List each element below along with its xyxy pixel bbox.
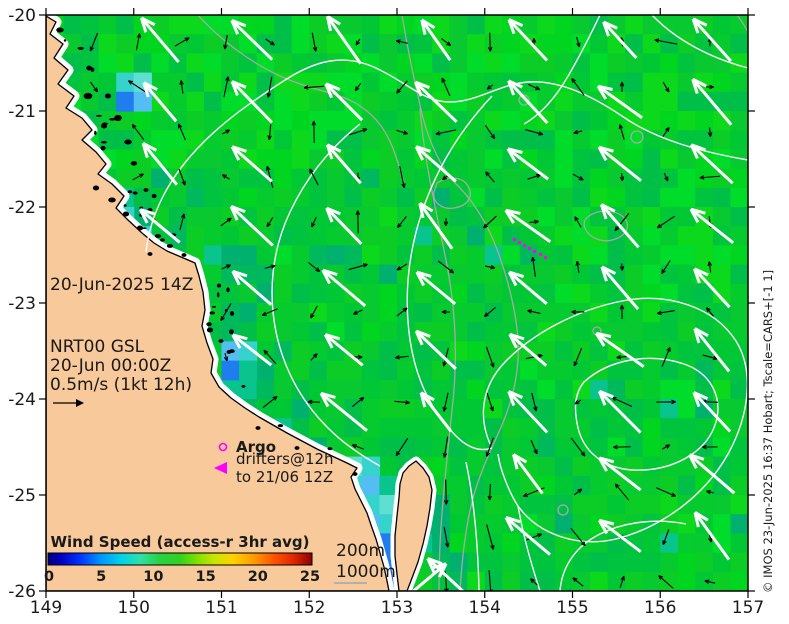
- vector-scale-arrow-icon: [53, 399, 84, 407]
- colorbar-tick-labels: 0 5 10 15 20 25: [44, 569, 320, 585]
- valid-time-label: 20-Jun-2025 14Z: [50, 275, 193, 295]
- colorbar-bar: [47, 552, 313, 566]
- annotation-block: 20-Jun-2025 14Z NRT00 GSL 20-Jun 00:00Z …: [50, 275, 396, 584]
- model-time-label: 20-Jun 00:00Z: [50, 356, 171, 376]
- colorbar-tick-label: 20: [248, 569, 268, 585]
- x-tick-label: 155: [556, 598, 588, 618]
- argo-float-icon: [218, 442, 228, 452]
- x-tick-label: 154: [469, 598, 501, 618]
- x-tick-label: 153: [381, 598, 413, 618]
- drifter-icon: [214, 462, 227, 474]
- map-plot-area: [46, 15, 748, 591]
- x-tick-label: 151: [205, 598, 237, 618]
- current-vectors: [89, 32, 721, 591]
- land-mass: [46, 15, 433, 591]
- coastal-islands: [56, 27, 358, 476]
- y-tick-label: -20: [8, 6, 36, 26]
- colorbar: Wind Speed (access-r 3hr avg) 0 5 10 15 20 25: [44, 533, 320, 585]
- colorbar-title: Wind Speed (access-r 3hr avg): [50, 533, 309, 551]
- axis-ticks: [39, 8, 755, 598]
- colorbar-tick-label: 10: [143, 569, 163, 585]
- x-axis-labels: 149 150 151 152 153 154 155 156 157: [30, 598, 764, 618]
- colorbar-tick-label: 15: [196, 569, 216, 585]
- y-tick-label: -24: [8, 390, 36, 410]
- x-tick-label: 152: [293, 598, 325, 618]
- vector-scale-label: 0.5m/s (1kt 12h): [50, 375, 192, 395]
- x-tick-label: 149: [30, 598, 62, 618]
- x-tick-label: 150: [118, 598, 150, 618]
- isobath-1000-label: 1000m: [336, 562, 396, 582]
- argo-drifter-track: [513, 238, 547, 259]
- fraser-island: [394, 460, 433, 591]
- wind-vectors: [138, 15, 736, 591]
- argo-legend-line1: drifters@12h: [236, 450, 334, 468]
- mainland-queensland: [46, 15, 390, 591]
- argo-legend-line2: to 21/06 12Z: [236, 468, 333, 486]
- x-tick-label: 157: [732, 598, 764, 618]
- isobath-200-label: 200m: [336, 541, 385, 561]
- colorbar-tick-label: 0: [44, 569, 54, 585]
- y-axis-labels: -20 -21 -22 -23 -24 -25 -26: [8, 6, 36, 602]
- y-tick-label: -25: [8, 486, 36, 506]
- argo-legend-title: Argo: [236, 438, 276, 456]
- y-tick-label: -26: [8, 582, 36, 602]
- credit-text: © IMOS 23-Jun-2025 16:37 Hobart; Tscale=…: [761, 270, 775, 593]
- colorbar-tick-label: 5: [96, 569, 106, 585]
- y-tick-label: -21: [8, 102, 36, 122]
- ssh-contours: [145, 15, 748, 591]
- y-tick-label: -22: [8, 198, 36, 218]
- model-name-label: NRT00 GSL: [50, 337, 145, 357]
- colorbar-tick-label: 25: [300, 569, 320, 585]
- y-tick-label: -23: [8, 294, 36, 314]
- x-tick-label: 156: [644, 598, 676, 618]
